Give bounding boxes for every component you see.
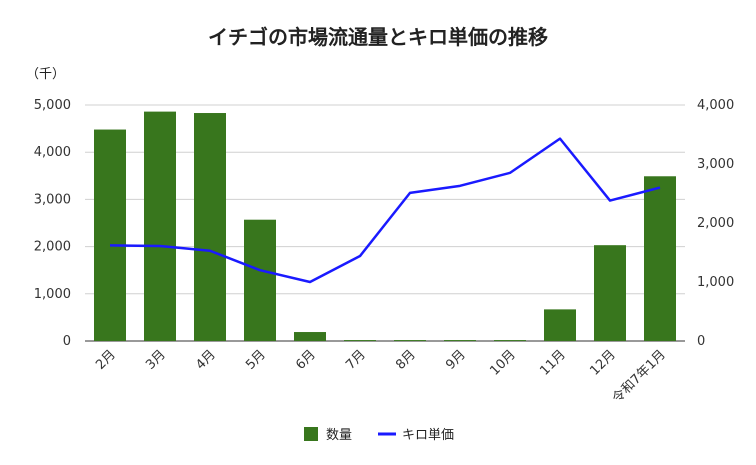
bar	[194, 113, 226, 341]
x-axis-tick-label: 令和7年1月	[610, 347, 669, 406]
right-axis-tick-label: 1,000	[697, 275, 734, 290]
bar	[344, 340, 376, 341]
bar	[644, 176, 676, 341]
left-axis-unit-label: （千）	[26, 67, 65, 82]
right-axis-tick-label: 2,000	[697, 216, 734, 231]
x-axis-tick-label: 2月	[93, 347, 119, 373]
bar	[394, 340, 426, 341]
bar	[444, 340, 476, 341]
bar	[294, 332, 326, 341]
left-axis-tick-label: 0	[63, 334, 71, 349]
x-axis-tick-label: 10月	[487, 347, 518, 378]
right-axis-tick-label: 3,000	[697, 157, 734, 172]
x-axis-tick-label: 6月	[293, 347, 319, 373]
x-axis-tick-label: 12月	[587, 347, 618, 378]
x-axis-tick-label: 7月	[343, 347, 369, 373]
bar	[94, 129, 126, 341]
x-axis-tick-label: 8月	[393, 347, 419, 373]
bar	[144, 111, 176, 341]
bar	[544, 309, 576, 341]
right-axis-ticks: 0 1,000 2,000 3,000 4,000	[697, 98, 734, 349]
right-axis-tick-label: 0	[697, 334, 705, 349]
bar-series-quantity	[94, 111, 676, 341]
chart-title: イチゴの市場流通量とキロ単価の推移	[208, 25, 548, 49]
bar	[244, 219, 276, 341]
legend-price-label: キロ単価	[402, 427, 454, 443]
x-axis-tick-label: 11月	[537, 347, 568, 378]
right-axis-tick-label: 4,000	[697, 98, 734, 113]
left-axis-tick-label: 2,000	[34, 240, 71, 255]
gridlines	[85, 104, 685, 342]
left-axis-tick-label: 4,000	[34, 145, 71, 160]
bar	[594, 245, 626, 341]
legend: 数量 キロ単価	[304, 427, 454, 443]
legend-quantity-label: 数量	[326, 428, 352, 443]
left-axis-tick-label: 1,000	[34, 287, 71, 302]
left-axis-tick-label: 3,000	[34, 192, 71, 207]
left-axis-ticks: 0 1,000 2,000 3,000 4,000 5,000	[34, 98, 71, 349]
price-line	[109, 137, 661, 284]
x-axis-tick-label: 3月	[143, 347, 169, 373]
x-axis-tick-label: 9月	[443, 347, 469, 373]
x-axis-tick-label: 4月	[193, 347, 219, 373]
legend-quantity-swatch	[304, 427, 318, 441]
line-series-price	[109, 137, 661, 284]
left-axis-tick-label: 5,000	[34, 98, 71, 113]
bar	[494, 340, 526, 341]
x-axis-tick-label: 5月	[243, 347, 269, 373]
